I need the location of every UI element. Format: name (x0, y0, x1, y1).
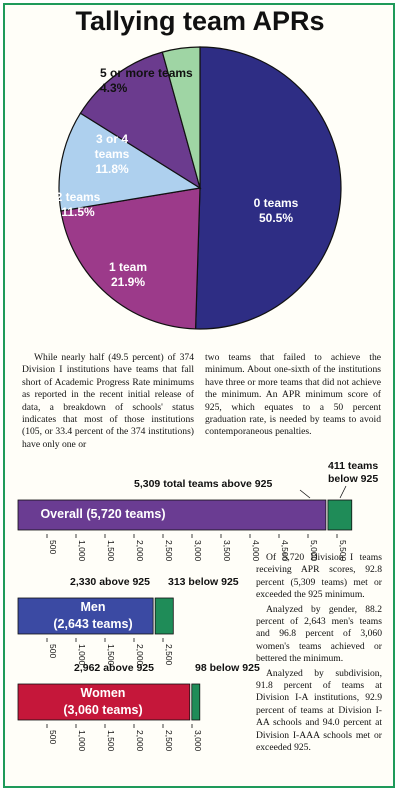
axis-tick-label: 2,000 (135, 644, 145, 666)
annotation-above-925: 5,309 total teams above 925 (134, 478, 273, 490)
pie-slice-0-teams (194, 46, 342, 330)
bar-group-men-2-643-teams: 500 1,000 1,500 2,000 2,500 (17, 597, 174, 666)
note-subdivision: Analyzed by subdivision, 91.8 percent of… (256, 667, 382, 754)
axis-tick-label: 1,500 (106, 730, 116, 752)
pie-label-1-team: 1 team 21.9% (93, 260, 163, 290)
pie-label-value: 50.5% (258, 211, 294, 225)
pie-label-name: 2 teams (55, 190, 101, 204)
axis-tick-label: 500 (48, 540, 58, 554)
pie-label-value: 21.9% (110, 275, 146, 289)
bar-below-925 (327, 499, 353, 531)
bar-label-overall-5-720-teams: Overall (5,720 teams) (40, 507, 166, 521)
pie-label-value: 11.8% (95, 162, 129, 176)
axis-tick-label: 1,500 (106, 644, 116, 666)
axis-tick-label: 5,500 (338, 540, 348, 562)
annotation-leader (299, 489, 311, 499)
bar-below-925 (154, 597, 174, 635)
axis-tick-label: 3,000 (193, 730, 203, 752)
pie-label-value: 11.5% (61, 205, 95, 219)
pie-slice-1-team (60, 187, 201, 330)
pie-label-name: 5 or more teams (100, 66, 193, 80)
pie-label-name: 3 or 4 teams (94, 132, 130, 161)
pie-label-name: 1 team (108, 260, 148, 274)
axis-tick-label: 1,000 (77, 540, 87, 562)
pie-label-3-or-4-teams: 3 or 4 teams 11.8% (77, 132, 147, 177)
axis-tick-label: 4,000 (251, 540, 261, 562)
bar-chart-notes: Of 5,720 Division I teams receiving APR … (256, 552, 382, 757)
axis-tick-label: 2,500 (164, 644, 174, 666)
pie-label-0-teams: 0 teams 50.5% (236, 196, 316, 226)
annotation-below-925: 313 below 925 (168, 576, 239, 588)
annotation-above-925: 2,330 above 925 (70, 576, 150, 588)
annotation-leader (339, 485, 347, 499)
note-gender: Analyzed by gender, 88.2 percent of 2,64… (256, 603, 382, 665)
axis-tick-label: 2,000 (135, 730, 145, 752)
bar-above-925 (17, 597, 154, 635)
axis-tick-label: 500 (48, 730, 58, 744)
axis-tick-label: 5,000 (309, 540, 319, 562)
pie-slice-5-or-more-teams (161, 46, 201, 189)
annotation-above-925: 2,962 above 925 (74, 662, 154, 674)
pie-label-2-teams: 2 teams 11.5% (43, 190, 113, 220)
axis-tick-label: 1,500 (106, 540, 116, 562)
bar-above-925 (17, 499, 327, 531)
annotation-below-925: 411 teams below 925 (328, 460, 379, 485)
pie-slice-3-or-4-teams (79, 51, 201, 190)
pie-label-5-or-more-teams: 5 or more teams 4.3% (100, 66, 220, 96)
intro-paragraph-left: While nearly half (49.5 percent) of 374 … (22, 352, 194, 450)
axis-tick-label: 2,000 (135, 540, 145, 562)
axis-tick-label: 4,500 (280, 540, 290, 562)
bar-below-925 (191, 683, 201, 721)
note-overall: Of 5,720 Division I teams receiving APR … (256, 552, 382, 601)
axis-tick-label: 2,500 (164, 540, 174, 562)
axis-tick-label: 1,000 (77, 644, 87, 666)
bar-label-men-2-643-teams: Men (2,643 teams) (53, 600, 133, 631)
annotation-below-925: 98 below 925 (195, 662, 260, 674)
axis-tick-label: 3,500 (222, 540, 232, 562)
pie-label-name: 0 teams (253, 196, 299, 210)
axis-tick-label: 2,500 (164, 730, 174, 752)
intro-paragraph-right: two teams that failed to achieve the min… (205, 352, 381, 438)
bar-above-925 (17, 683, 191, 721)
bar-group-overall-5-720-teams: 500 1,000 1,500 2,000 2,500 3,000 3,500 4,000 4,… (17, 499, 353, 562)
axis-tick-label: 1,000 (77, 730, 87, 752)
bar-label-women-3-060-teams: Women (3,060 teams) (63, 686, 143, 717)
axis-tick-label: 3,000 (193, 540, 203, 562)
axis-tick-label: 500 (48, 644, 58, 658)
bar-group-women-3-060-teams: 500 1,000 1,500 2,000 2,500 3,000 (17, 683, 203, 752)
pie-label-value: 4.3% (100, 81, 128, 95)
graphic-title: Tallying team APRs (75, 6, 325, 36)
pie-slice-2-teams (58, 112, 202, 212)
